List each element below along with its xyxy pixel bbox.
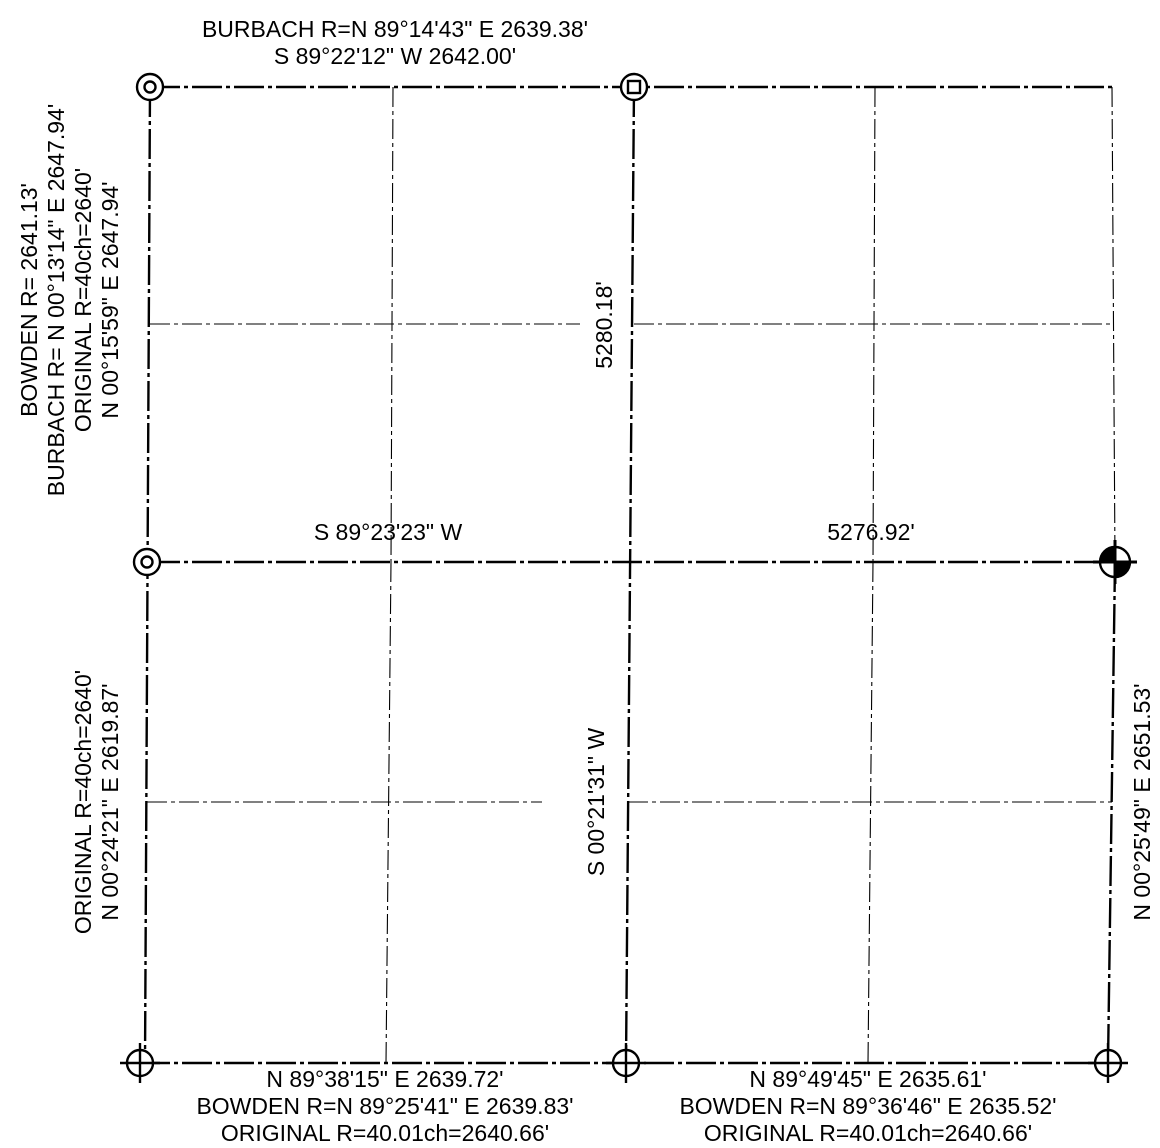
east-section-line-lower bbox=[1106, 561, 1117, 1064]
east-lower-bearing: N 00°25'49" E 2651.53' bbox=[1129, 683, 1155, 920]
square-in-circle-icon bbox=[619, 72, 649, 102]
center-lower-bearing: S 00°21'31" W bbox=[583, 728, 609, 877]
sw-vertical-sixteenth bbox=[385, 561, 392, 1064]
center-upper-distance: 5280.18' bbox=[591, 281, 617, 369]
east-section-line-upper bbox=[1111, 86, 1116, 563]
section-lines bbox=[140, 85, 1117, 1065]
crossed-circle-icon bbox=[120, 1043, 160, 1083]
west-lower-label-bearing: N 00°24'21" E 2619.87' bbox=[97, 683, 123, 920]
south-west-original: ORIGINAL R=40.01ch=2640.66' bbox=[221, 1120, 549, 1146]
middle-line-bearing: S 89°23'23" W bbox=[314, 519, 463, 545]
se-vertical-sixteenth bbox=[867, 561, 874, 1064]
quartered-filled-circle-icon bbox=[1093, 540, 1137, 584]
north-label-bearing: S 89°22'12" W 2642.00' bbox=[274, 43, 516, 69]
south-east-bowden: BOWDEN R=N 89°36'46" E 2635.52' bbox=[679, 1093, 1056, 1119]
south-west-bearing: N 89°38'15" E 2639.72' bbox=[266, 1066, 503, 1092]
south-east-original: ORIGINAL R=40.01ch=2640.66' bbox=[704, 1120, 1032, 1146]
sixteenth-lines bbox=[147, 86, 1114, 1064]
west-upper-label-burbach: BURBACH R= N 00°13'14" E 2647.94' bbox=[43, 104, 69, 496]
crossed-circle-icon bbox=[606, 1043, 646, 1083]
north-label-burbach: BURBACH R=N 89°14'43" E 2639.38' bbox=[202, 16, 588, 42]
west-lower-label-original: ORIGINAL R=40ch=2640' bbox=[70, 670, 96, 934]
center-quarter-line bbox=[624, 86, 636, 1064]
double-circle-icon bbox=[135, 72, 165, 102]
double-circle-icon bbox=[132, 547, 162, 577]
west-upper-label-bearing: N 00°15'59" E 2647.94' bbox=[97, 181, 123, 418]
middle-line-distance: 5276.92' bbox=[827, 519, 915, 545]
west-upper-label-bowden: BOWDEN R= 2641.13' bbox=[16, 183, 42, 417]
west-upper-label-original: ORIGINAL R=40ch=2640' bbox=[70, 168, 96, 432]
south-west-bowden: BOWDEN R=N 89°25'41" E 2639.83' bbox=[196, 1093, 573, 1119]
crossed-circle-icon bbox=[1088, 1043, 1128, 1083]
south-east-bearing: N 89°49'45" E 2635.61' bbox=[749, 1066, 986, 1092]
